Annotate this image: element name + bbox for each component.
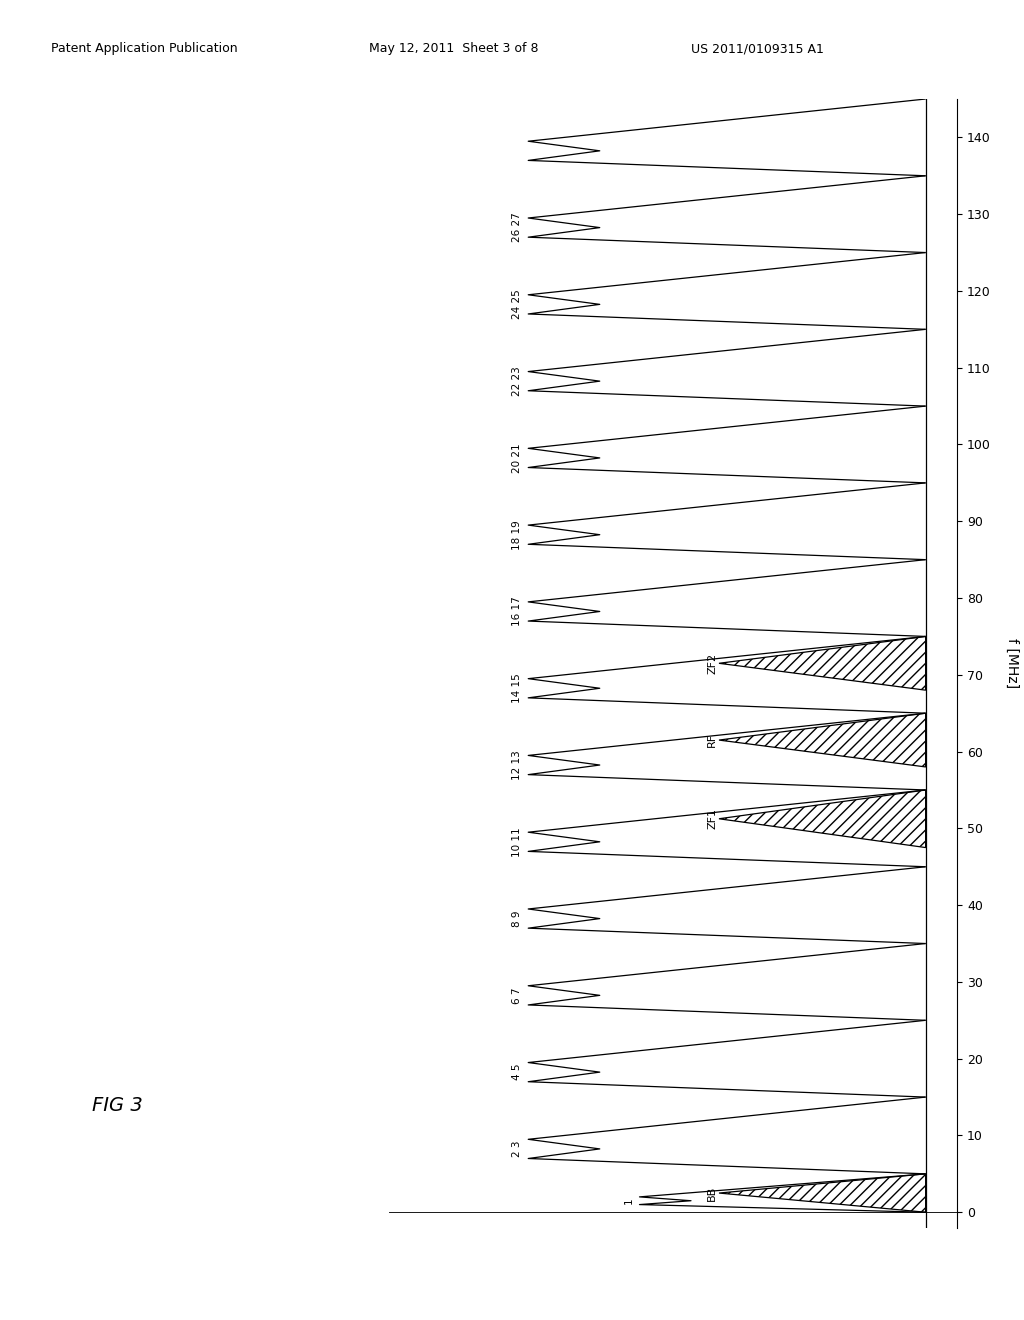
Text: 14 15: 14 15: [512, 673, 522, 704]
Polygon shape: [719, 1173, 926, 1212]
Polygon shape: [719, 713, 926, 767]
Text: 26 27: 26 27: [512, 213, 522, 243]
Text: RF: RF: [707, 733, 717, 747]
Text: 6 7: 6 7: [512, 987, 522, 1003]
Text: ZF1: ZF1: [707, 808, 717, 829]
Text: BB: BB: [707, 1185, 717, 1201]
Text: 8 9: 8 9: [512, 911, 522, 927]
Polygon shape: [719, 789, 926, 847]
Text: ZF2: ZF2: [707, 652, 717, 675]
Text: 4 5: 4 5: [512, 1064, 522, 1080]
Polygon shape: [719, 636, 926, 690]
Text: US 2011/0109315 A1: US 2011/0109315 A1: [691, 42, 824, 55]
Text: 20 21: 20 21: [512, 444, 522, 473]
Text: FIG 3: FIG 3: [92, 1097, 143, 1115]
Text: 16 17: 16 17: [512, 597, 522, 627]
Text: Patent Application Publication: Patent Application Publication: [51, 42, 238, 55]
Text: 2 3: 2 3: [512, 1140, 522, 1158]
Text: 18 19: 18 19: [512, 520, 522, 549]
Text: May 12, 2011  Sheet 3 of 8: May 12, 2011 Sheet 3 of 8: [369, 42, 539, 55]
Y-axis label: f [MHz]: f [MHz]: [1005, 639, 1019, 688]
Text: 1: 1: [624, 1197, 634, 1204]
Text: 24 25: 24 25: [512, 289, 522, 319]
Text: 22 23: 22 23: [512, 366, 522, 396]
Text: 12 13: 12 13: [512, 750, 522, 780]
Text: 10 11: 10 11: [512, 828, 522, 857]
